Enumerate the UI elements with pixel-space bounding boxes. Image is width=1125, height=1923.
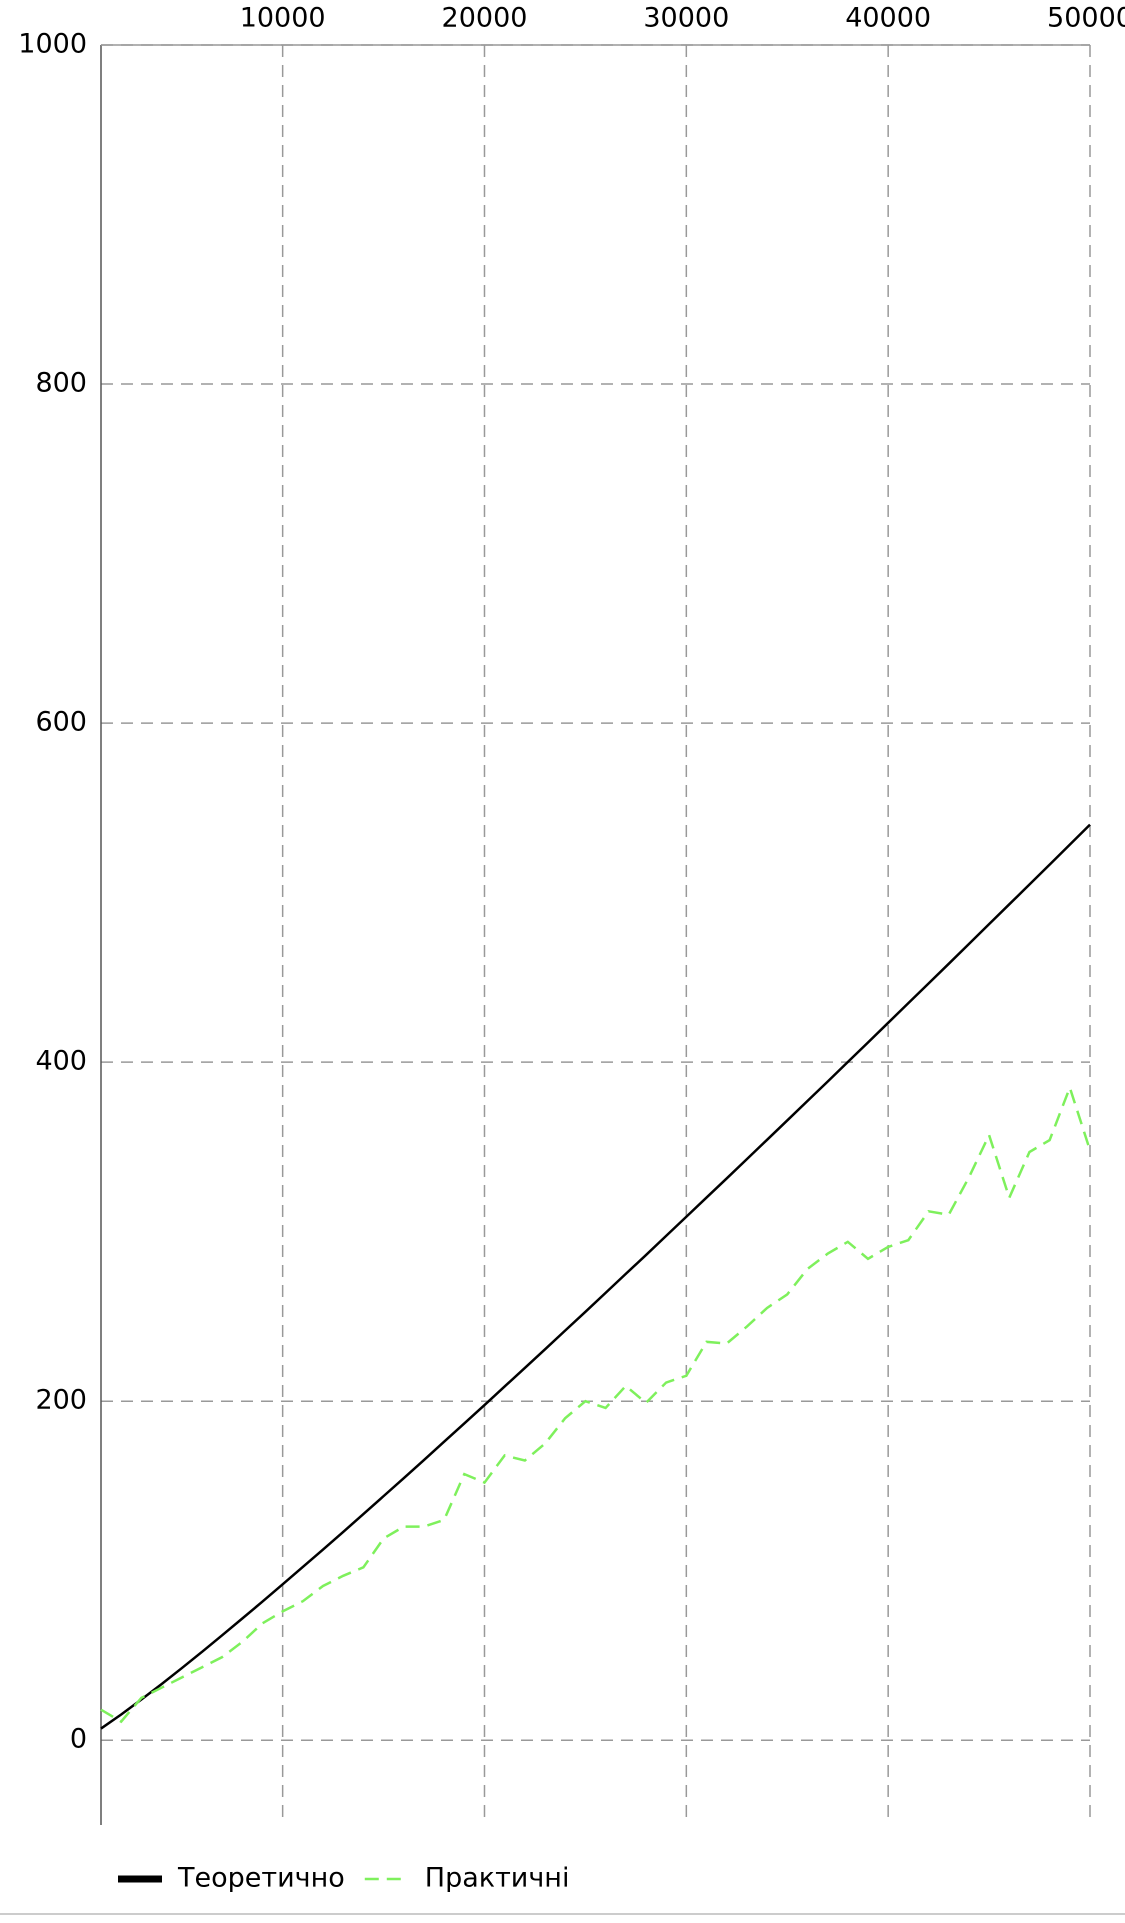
legend-label: Практичні [425,1863,570,1894]
y-tick-label: 1000 [18,29,87,60]
x-tick-label: 20000 [442,3,528,34]
y-tick-label: 0 [70,1724,87,1755]
y-tick-label: 400 [35,1046,87,1077]
legend-label: Теоретично [177,1863,345,1894]
x-tick-label: 50000 [1047,3,1125,34]
line-series [100,823,1091,1730]
x-tick-label: 10000 [240,3,326,34]
line-series [100,1083,1092,1724]
y-tick-label: 200 [35,1385,87,1416]
y-tick-label: 600 [35,707,87,738]
x-tick-label: 40000 [845,3,931,34]
x-tick-label: 30000 [643,3,729,34]
y-tick-label: 800 [35,368,87,399]
